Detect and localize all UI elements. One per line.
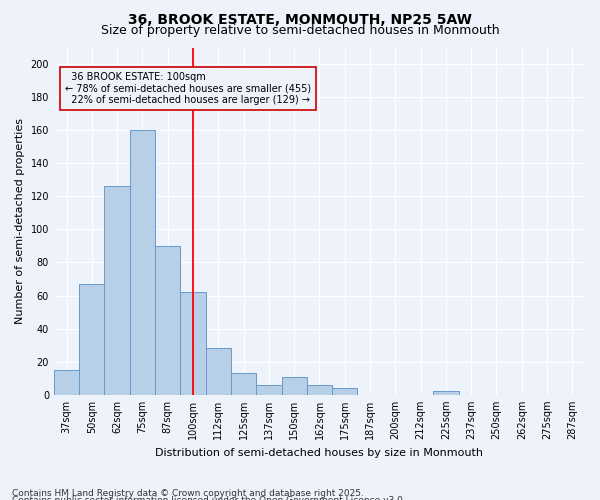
Text: Contains HM Land Registry data © Crown copyright and database right 2025.: Contains HM Land Registry data © Crown c… [12,488,364,498]
Bar [256,385,281,395]
Bar [155,246,181,395]
Bar [130,130,155,395]
Bar [54,370,79,395]
Text: Contains public sector information licensed under the Open Government Licence v3: Contains public sector information licen… [12,496,406,500]
Bar [181,292,206,395]
Bar [307,385,332,395]
Bar [206,348,231,395]
Text: 36 BROOK ESTATE: 100sqm
← 78% of semi-detached houses are smaller (455)
  22% of: 36 BROOK ESTATE: 100sqm ← 78% of semi-de… [65,72,311,105]
X-axis label: Distribution of semi-detached houses by size in Monmouth: Distribution of semi-detached houses by … [155,448,484,458]
Bar [332,388,358,395]
Text: Size of property relative to semi-detached houses in Monmouth: Size of property relative to semi-detach… [101,24,499,37]
Bar [433,392,458,395]
Bar [231,374,256,395]
Text: 36, BROOK ESTATE, MONMOUTH, NP25 5AW: 36, BROOK ESTATE, MONMOUTH, NP25 5AW [128,12,472,26]
Bar [281,376,307,395]
Bar [104,186,130,395]
Y-axis label: Number of semi-detached properties: Number of semi-detached properties [15,118,25,324]
Bar [79,284,104,395]
